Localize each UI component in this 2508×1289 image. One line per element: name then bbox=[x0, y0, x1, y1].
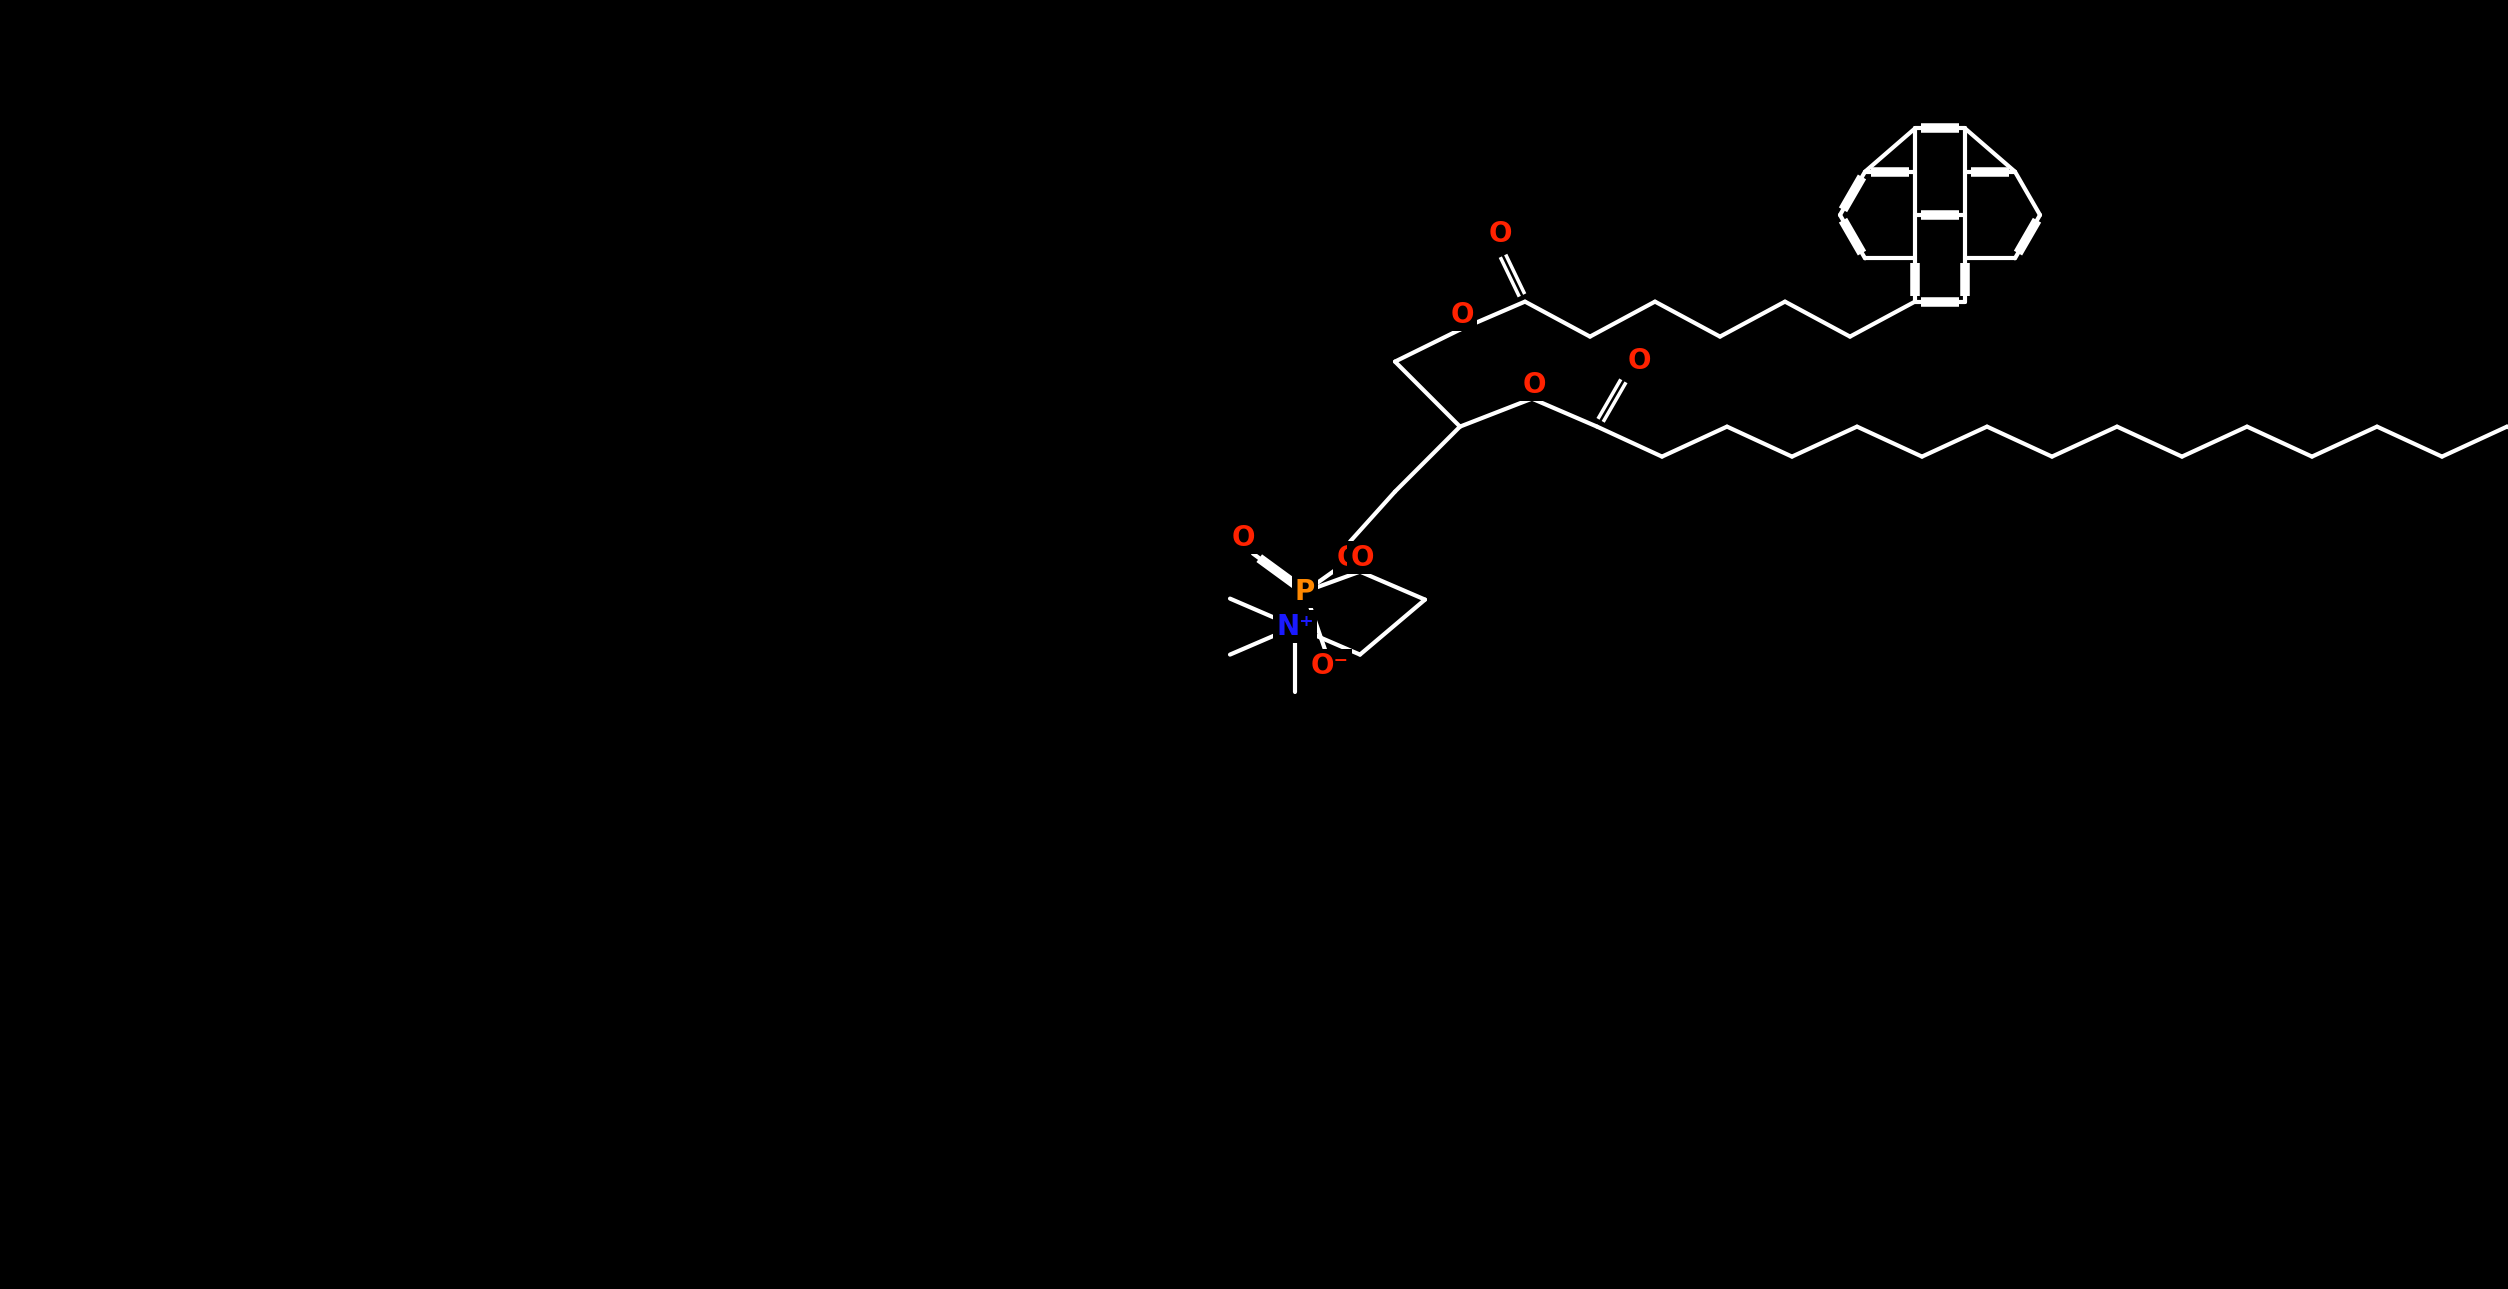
Text: O: O bbox=[1349, 544, 1374, 571]
Text: P: P bbox=[1294, 577, 1314, 606]
Text: O: O bbox=[1337, 544, 1359, 571]
Text: O: O bbox=[1628, 347, 1650, 375]
Text: O: O bbox=[1231, 523, 1254, 552]
Text: O: O bbox=[1522, 371, 1545, 398]
Text: N⁺: N⁺ bbox=[1277, 612, 1314, 641]
Text: O: O bbox=[1487, 219, 1512, 247]
Text: O: O bbox=[1450, 300, 1475, 329]
Text: O⁻: O⁻ bbox=[1312, 652, 1349, 679]
